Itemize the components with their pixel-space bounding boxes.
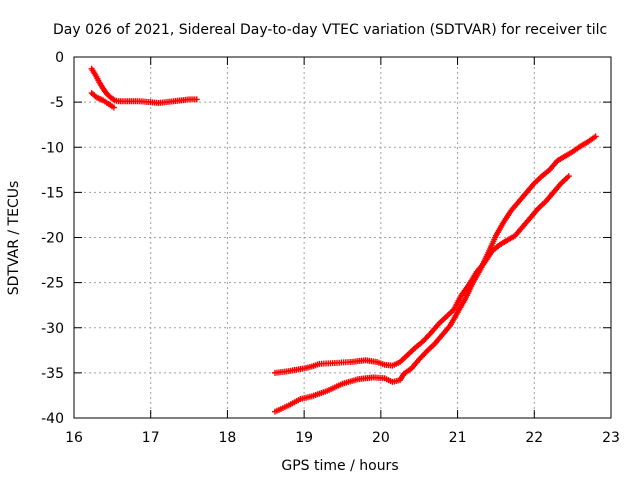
- y-tick-label: -10: [41, 140, 64, 156]
- data-series: [88, 65, 599, 415]
- y-axis-label: SDTVAR / TECUs: [6, 181, 22, 296]
- axis-ticks: [73, 56, 612, 419]
- x-tick-label: 20: [372, 430, 390, 446]
- data-point: [592, 133, 599, 140]
- x-tick-label: 23: [602, 430, 620, 446]
- y-tick-label: -20: [41, 231, 64, 247]
- y-tick-label: -40: [41, 411, 64, 427]
- y-tick-label: -5: [50, 95, 64, 111]
- series-track-4: [271, 133, 599, 415]
- series-track-2: [88, 90, 117, 111]
- x-axis-label: GPS time / hours: [281, 458, 398, 474]
- x-tick-label: 21: [449, 430, 467, 446]
- x-tick-label: 16: [65, 430, 83, 446]
- y-tick-label: 0: [55, 50, 64, 66]
- series-track-3: [271, 173, 572, 376]
- data-point: [110, 104, 117, 111]
- x-tick-label: 17: [142, 430, 160, 446]
- x-tick-label: 19: [295, 430, 313, 446]
- grid-lines: [74, 57, 611, 418]
- data-point: [110, 96, 117, 103]
- y-tick-label: -30: [41, 321, 64, 337]
- y-tick-label: -35: [41, 366, 64, 382]
- data-point: [565, 173, 572, 180]
- x-tick-label: 22: [525, 430, 543, 446]
- y-tick-label: -25: [41, 276, 64, 292]
- x-tick-label: 18: [219, 430, 237, 446]
- series-track-1: [88, 65, 200, 107]
- y-tick-label: -15: [41, 185, 64, 201]
- x-tick-labels: 16 17 18 19 20 21 22 23: [65, 430, 620, 446]
- y-tick-labels: 0 -5 -10 -15 -20 -25 -30 -35 -40: [41, 50, 64, 427]
- chart-title: Day 026 of 2021, Sidereal Day-to-day VTE…: [53, 22, 607, 38]
- data-point: [193, 96, 200, 103]
